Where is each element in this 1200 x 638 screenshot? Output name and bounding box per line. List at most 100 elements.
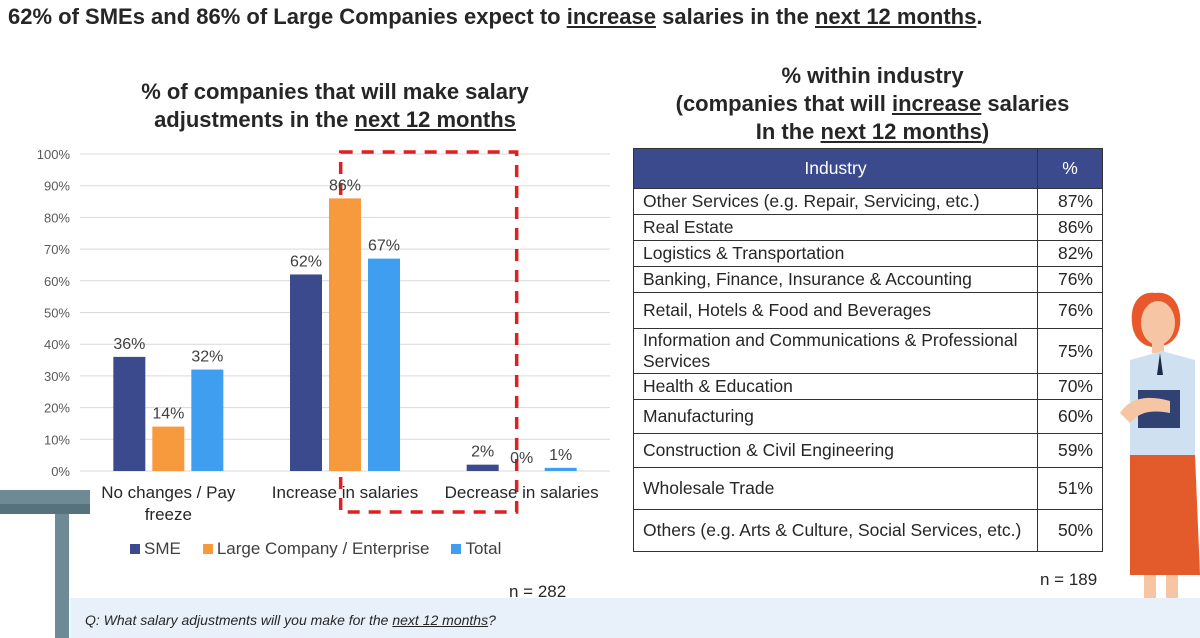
- headline-text: salaries in the: [656, 4, 815, 29]
- chart-title: % of companies that will make salary adj…: [100, 78, 570, 134]
- data-label: 14%: [152, 406, 184, 423]
- data-label: 2%: [471, 444, 494, 461]
- chart-legend: SME Large Company / Enterprise Total: [130, 539, 501, 559]
- table-title-line3: In the next 12 months): [630, 118, 1115, 146]
- pct-cell: 75%: [1037, 328, 1103, 374]
- desk-illustration: [0, 490, 90, 638]
- y-tick-label: 60%: [44, 274, 70, 289]
- bar: [544, 467, 577, 471]
- industry-cell: Information and Communications & Profess…: [633, 328, 1038, 374]
- y-tick-label: 10%: [44, 432, 70, 447]
- industry-cell: Construction & Civil Engineering: [633, 433, 1038, 468]
- y-tick-label: 30%: [44, 369, 70, 384]
- page-headline: 62% of SMEs and 86% of Large Companies e…: [8, 4, 982, 30]
- chart-sample-size: n = 282: [509, 582, 567, 601]
- industry-cell: Wholesale Trade: [633, 467, 1038, 510]
- data-label: 0%: [510, 450, 533, 467]
- chart-title-line2: adjustments in the next 12 months: [100, 106, 570, 134]
- pct-cell: 86%: [1037, 214, 1103, 241]
- table-row: Logistics & Transportation 82%: [633, 240, 1103, 267]
- pct-cell: 59%: [1037, 433, 1103, 468]
- table-row: Other Services (e.g. Repair, Servicing, …: [633, 188, 1103, 215]
- footer-band: [70, 598, 1200, 638]
- headline-underlined-period: next 12 months: [814, 4, 977, 29]
- pct-cell: 51%: [1037, 467, 1103, 510]
- y-tick-label: 90%: [44, 179, 70, 194]
- data-label: 32%: [191, 349, 223, 366]
- table-header-row: Industry %: [633, 148, 1103, 189]
- headline-text: .: [976, 4, 983, 29]
- table-title-text: In the: [755, 119, 821, 144]
- chart-title-underlined: next 12 months: [354, 107, 516, 132]
- pct-cell: 76%: [1037, 292, 1103, 329]
- data-label: 86%: [329, 177, 361, 194]
- data-label: 62%: [290, 253, 322, 270]
- industry-cell: Other Services (e.g. Repair, Servicing, …: [633, 188, 1038, 215]
- table-row: Health & Education 70%: [633, 373, 1103, 400]
- bar: [368, 258, 400, 471]
- table-header-industry: Industry: [633, 148, 1038, 189]
- table-row: Real Estate 86%: [633, 214, 1103, 241]
- table-title-text: ): [981, 119, 990, 144]
- legend-item: Large Company / Enterprise: [202, 539, 429, 559]
- table-title-underlined: increase: [892, 91, 982, 116]
- bar: [113, 356, 146, 471]
- legend-label: SME: [144, 539, 181, 558]
- headline-underlined-increase: increase: [566, 4, 656, 29]
- industry-cell: Health & Education: [633, 373, 1038, 400]
- bar-chart: 0% 10% 20% 30% 40% 50% 60% 70% 80% 90% 100% 36% 14% 3…: [37, 147, 610, 524]
- y-tick-label: 0%: [51, 464, 70, 479]
- data-label: 67%: [368, 238, 400, 255]
- bar: [290, 274, 322, 471]
- table-sample-size: n = 189: [1040, 570, 1098, 589]
- legend-item: SME: [130, 539, 181, 559]
- table-row: Banking, Finance, Insurance & Accounting…: [633, 266, 1103, 293]
- table-title-line2: (companies that will increase salaries: [630, 90, 1115, 118]
- table-title-line1: % within industry: [781, 63, 964, 88]
- headline-text: 62% of SMEs and 86% of Large Companies e…: [8, 4, 567, 29]
- pct-cell: 76%: [1037, 266, 1103, 293]
- legend-swatch: [130, 544, 140, 554]
- legend-label: Total: [465, 539, 502, 558]
- legend-swatch: [202, 544, 213, 554]
- table-row: Wholesale Trade 51%: [633, 467, 1103, 510]
- chart-title-line1: % of companies that will make salary: [141, 79, 529, 104]
- y-tick-label: 80%: [44, 210, 70, 225]
- table-row: Information and Communications & Profess…: [633, 328, 1103, 374]
- legend-swatch: [451, 544, 462, 554]
- y-tick-label: 40%: [44, 337, 70, 352]
- y-tick-label: 70%: [44, 242, 70, 257]
- pct-cell: 82%: [1037, 240, 1103, 267]
- pct-cell: 50%: [1037, 509, 1103, 552]
- table-title-underlined: next 12 months: [820, 119, 982, 144]
- industry-cell: Logistics & Transportation: [633, 240, 1038, 267]
- pct-cell: 87%: [1037, 188, 1103, 215]
- legend-item: Total: [451, 539, 501, 559]
- question-text: ?: [488, 612, 496, 628]
- businesswoman-illustration: [1120, 292, 1200, 638]
- table-row: Manufacturing 60%: [633, 399, 1103, 434]
- x-category-label: Increase in salaries: [272, 483, 418, 502]
- industry-table: Industry % Other Services (e.g. Repair, …: [633, 148, 1103, 552]
- table-title-text: salaries: [981, 91, 1070, 116]
- pct-cell: 60%: [1037, 399, 1103, 434]
- question-underlined: next 12 months: [392, 612, 489, 628]
- question-text: Q: What salary adjustments will you make…: [85, 612, 393, 628]
- y-tick-label: 100%: [37, 147, 71, 162]
- industry-cell: Manufacturing: [633, 399, 1038, 434]
- industry-cell: Real Estate: [633, 214, 1038, 241]
- bar: [329, 198, 361, 471]
- bar: [191, 369, 224, 471]
- industry-cell: Banking, Finance, Insurance & Accounting: [633, 266, 1038, 293]
- data-label: 1%: [549, 447, 572, 464]
- y-tick-label: 50%: [44, 306, 70, 321]
- bar: [152, 426, 185, 471]
- table-row: Construction & Civil Engineering 59%: [633, 433, 1103, 468]
- table-row: Others (e.g. Arts & Culture, Social Serv…: [633, 509, 1103, 552]
- bar: [466, 464, 499, 471]
- x-category-label: Decrease in salaries: [445, 483, 599, 502]
- table-header-pct: %: [1037, 148, 1103, 189]
- table-title-text: (companies that will: [675, 91, 892, 116]
- industry-cell: Others (e.g. Arts & Culture, Social Serv…: [633, 509, 1038, 552]
- pct-cell: 70%: [1037, 373, 1103, 400]
